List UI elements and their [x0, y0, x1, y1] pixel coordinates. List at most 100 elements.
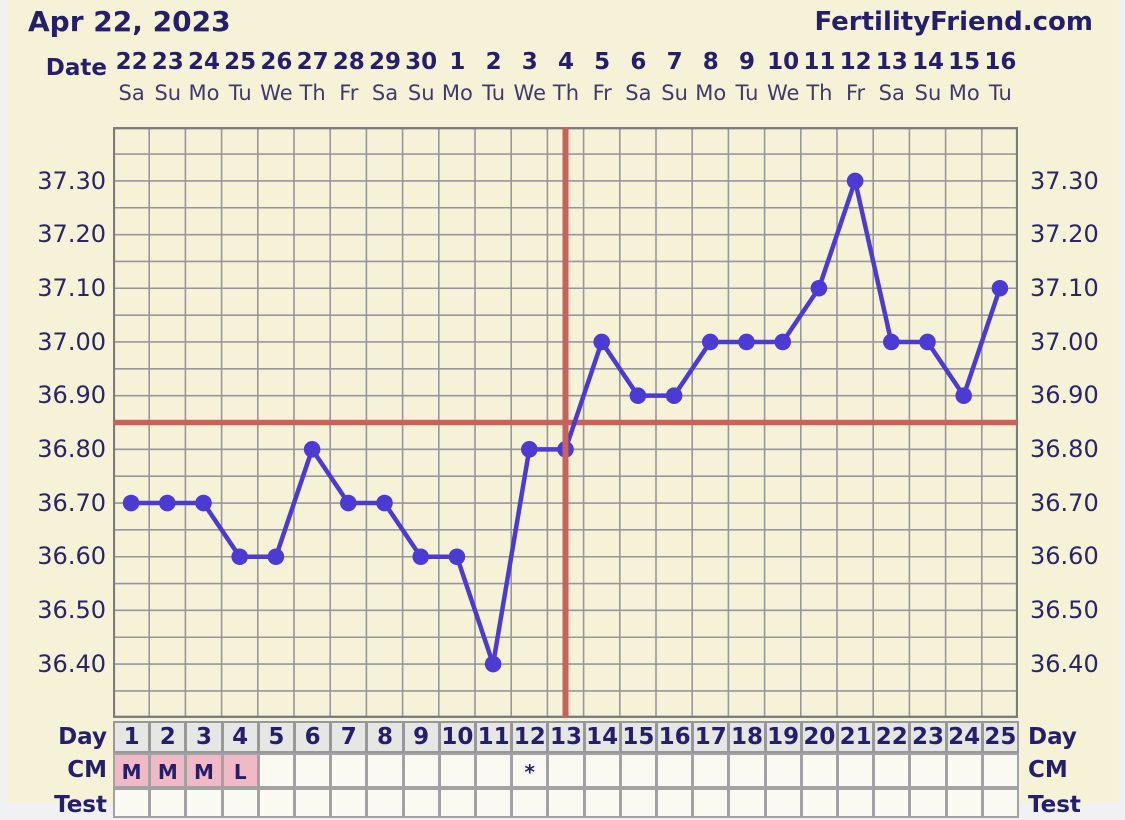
test-cell[interactable] [149, 788, 187, 818]
test-cell[interactable] [257, 788, 295, 818]
cm-cell[interactable] [366, 753, 404, 788]
test-cell[interactable] [728, 788, 766, 818]
test-cell[interactable] [511, 788, 549, 818]
day-number-cell[interactable]: 6 [294, 721, 332, 753]
temp-dot-day-6[interactable] [303, 441, 321, 458]
cm-cell[interactable]: L [221, 753, 259, 788]
day-number-cell[interactable]: 22 [873, 721, 911, 753]
cm-cell[interactable] [547, 753, 585, 788]
temp-dot-day-11[interactable] [484, 655, 502, 673]
test-cell[interactable] [475, 788, 513, 818]
temp-dot-day-22[interactable] [883, 333, 900, 351]
cm-cell[interactable] [330, 753, 368, 788]
test-cell[interactable] [837, 788, 875, 818]
day-number-cell[interactable]: 25 [981, 721, 1019, 753]
cm-cell[interactable] [402, 753, 440, 788]
cm-cell[interactable] [800, 753, 838, 788]
day-number-cell[interactable]: 8 [366, 721, 404, 753]
test-cell[interactable] [764, 788, 802, 818]
temp-dot-day-1[interactable] [122, 494, 140, 512]
day-number-cell[interactable]: 5 [257, 721, 295, 753]
temp-dot-day-5[interactable] [267, 548, 285, 566]
day-number-cell[interactable]: 19 [764, 721, 802, 753]
test-cell[interactable] [547, 788, 585, 818]
day-number-cell[interactable]: 2 [149, 721, 187, 753]
cm-cell[interactable] [656, 753, 694, 788]
cm-cell[interactable] [692, 753, 730, 788]
day-number-cell[interactable]: 14 [583, 721, 621, 753]
temp-dot-day-15[interactable] [629, 387, 647, 404]
temp-dot-day-7[interactable] [340, 494, 357, 512]
day-number-cell[interactable]: 10 [438, 721, 476, 753]
cm-cell[interactable] [294, 753, 332, 788]
temp-dot-day-24[interactable] [955, 387, 972, 404]
day-number-cell[interactable]: 11 [475, 721, 513, 753]
test-cell[interactable] [873, 788, 911, 818]
test-cell[interactable] [692, 788, 730, 818]
day-number-cell[interactable]: 21 [837, 721, 875, 753]
cm-cell[interactable] [728, 753, 766, 788]
day-number-cell[interactable]: 24 [945, 721, 983, 753]
test-cell[interactable] [185, 788, 223, 818]
test-cell[interactable] [800, 788, 838, 818]
temp-dot-day-14[interactable] [593, 333, 610, 351]
day-number-cell[interactable]: 23 [909, 721, 947, 753]
test-cell[interactable] [909, 788, 947, 818]
cm-cell[interactable]: M [185, 753, 223, 788]
day-number-cell[interactable]: 9 [402, 721, 440, 753]
day-number-cell[interactable]: 7 [330, 721, 368, 753]
test-cell[interactable] [438, 788, 476, 818]
test-cell[interactable] [294, 788, 332, 818]
temp-dot-day-18[interactable] [738, 333, 755, 351]
test-cell[interactable] [330, 788, 368, 818]
cm-cell[interactable] [475, 753, 513, 788]
cm-cell[interactable] [909, 753, 947, 788]
day-number-cell[interactable]: 15 [619, 721, 657, 753]
test-cell[interactable] [945, 788, 983, 818]
cm-cell[interactable] [981, 753, 1019, 788]
cm-cell[interactable]: * [511, 753, 549, 788]
temp-dot-day-3[interactable] [195, 494, 212, 512]
day-number-cell[interactable]: 3 [185, 721, 223, 753]
temp-dot-day-20[interactable] [810, 279, 828, 297]
test-cell[interactable] [221, 788, 259, 818]
cm-cell[interactable] [583, 753, 621, 788]
temp-dot-day-10[interactable] [448, 548, 466, 566]
test-cell[interactable] [656, 788, 694, 818]
day-number-cell[interactable]: 16 [656, 721, 694, 753]
brand-link[interactable]: FertilityFriend.com [814, 7, 1093, 37]
cm-cell[interactable]: M [113, 753, 151, 788]
day-number-cell[interactable]: 17 [692, 721, 730, 753]
test-cell[interactable] [583, 788, 621, 818]
test-cell[interactable] [366, 788, 404, 818]
day-number-cell[interactable]: 18 [728, 721, 766, 753]
day-number-cell[interactable]: 20 [800, 721, 838, 753]
day-number-cell[interactable]: 13 [547, 721, 585, 753]
temp-dot-day-25[interactable] [991, 279, 1009, 297]
day-number-cell[interactable]: 4 [221, 721, 259, 753]
test-cell[interactable] [113, 788, 151, 818]
cm-cell[interactable] [438, 753, 476, 788]
temp-dot-day-16[interactable] [665, 387, 683, 404]
test-cell[interactable] [402, 788, 440, 818]
temp-dot-day-19[interactable] [774, 333, 791, 351]
test-cell[interactable] [981, 788, 1019, 818]
cm-cell[interactable] [257, 753, 295, 788]
day-number-cell[interactable]: 1 [113, 721, 151, 753]
temp-dot-day-21[interactable] [846, 172, 864, 190]
temp-dot-day-9[interactable] [412, 548, 430, 566]
cm-cell[interactable] [764, 753, 802, 788]
temp-dot-day-17[interactable] [702, 333, 719, 351]
cm-cell[interactable] [945, 753, 983, 788]
temp-dot-day-2[interactable] [159, 494, 176, 512]
temp-dot-day-4[interactable] [231, 548, 248, 566]
cm-cell[interactable] [619, 753, 657, 788]
cm-cell[interactable] [873, 753, 911, 788]
day-number-cell[interactable]: 12 [511, 721, 549, 753]
cm-cell[interactable] [837, 753, 875, 788]
temp-dot-day-8[interactable] [376, 494, 393, 512]
test-cell[interactable] [619, 788, 657, 818]
temp-dot-day-23[interactable] [919, 333, 936, 351]
temp-dot-day-12[interactable] [521, 441, 538, 458]
cm-cell[interactable]: M [149, 753, 187, 788]
